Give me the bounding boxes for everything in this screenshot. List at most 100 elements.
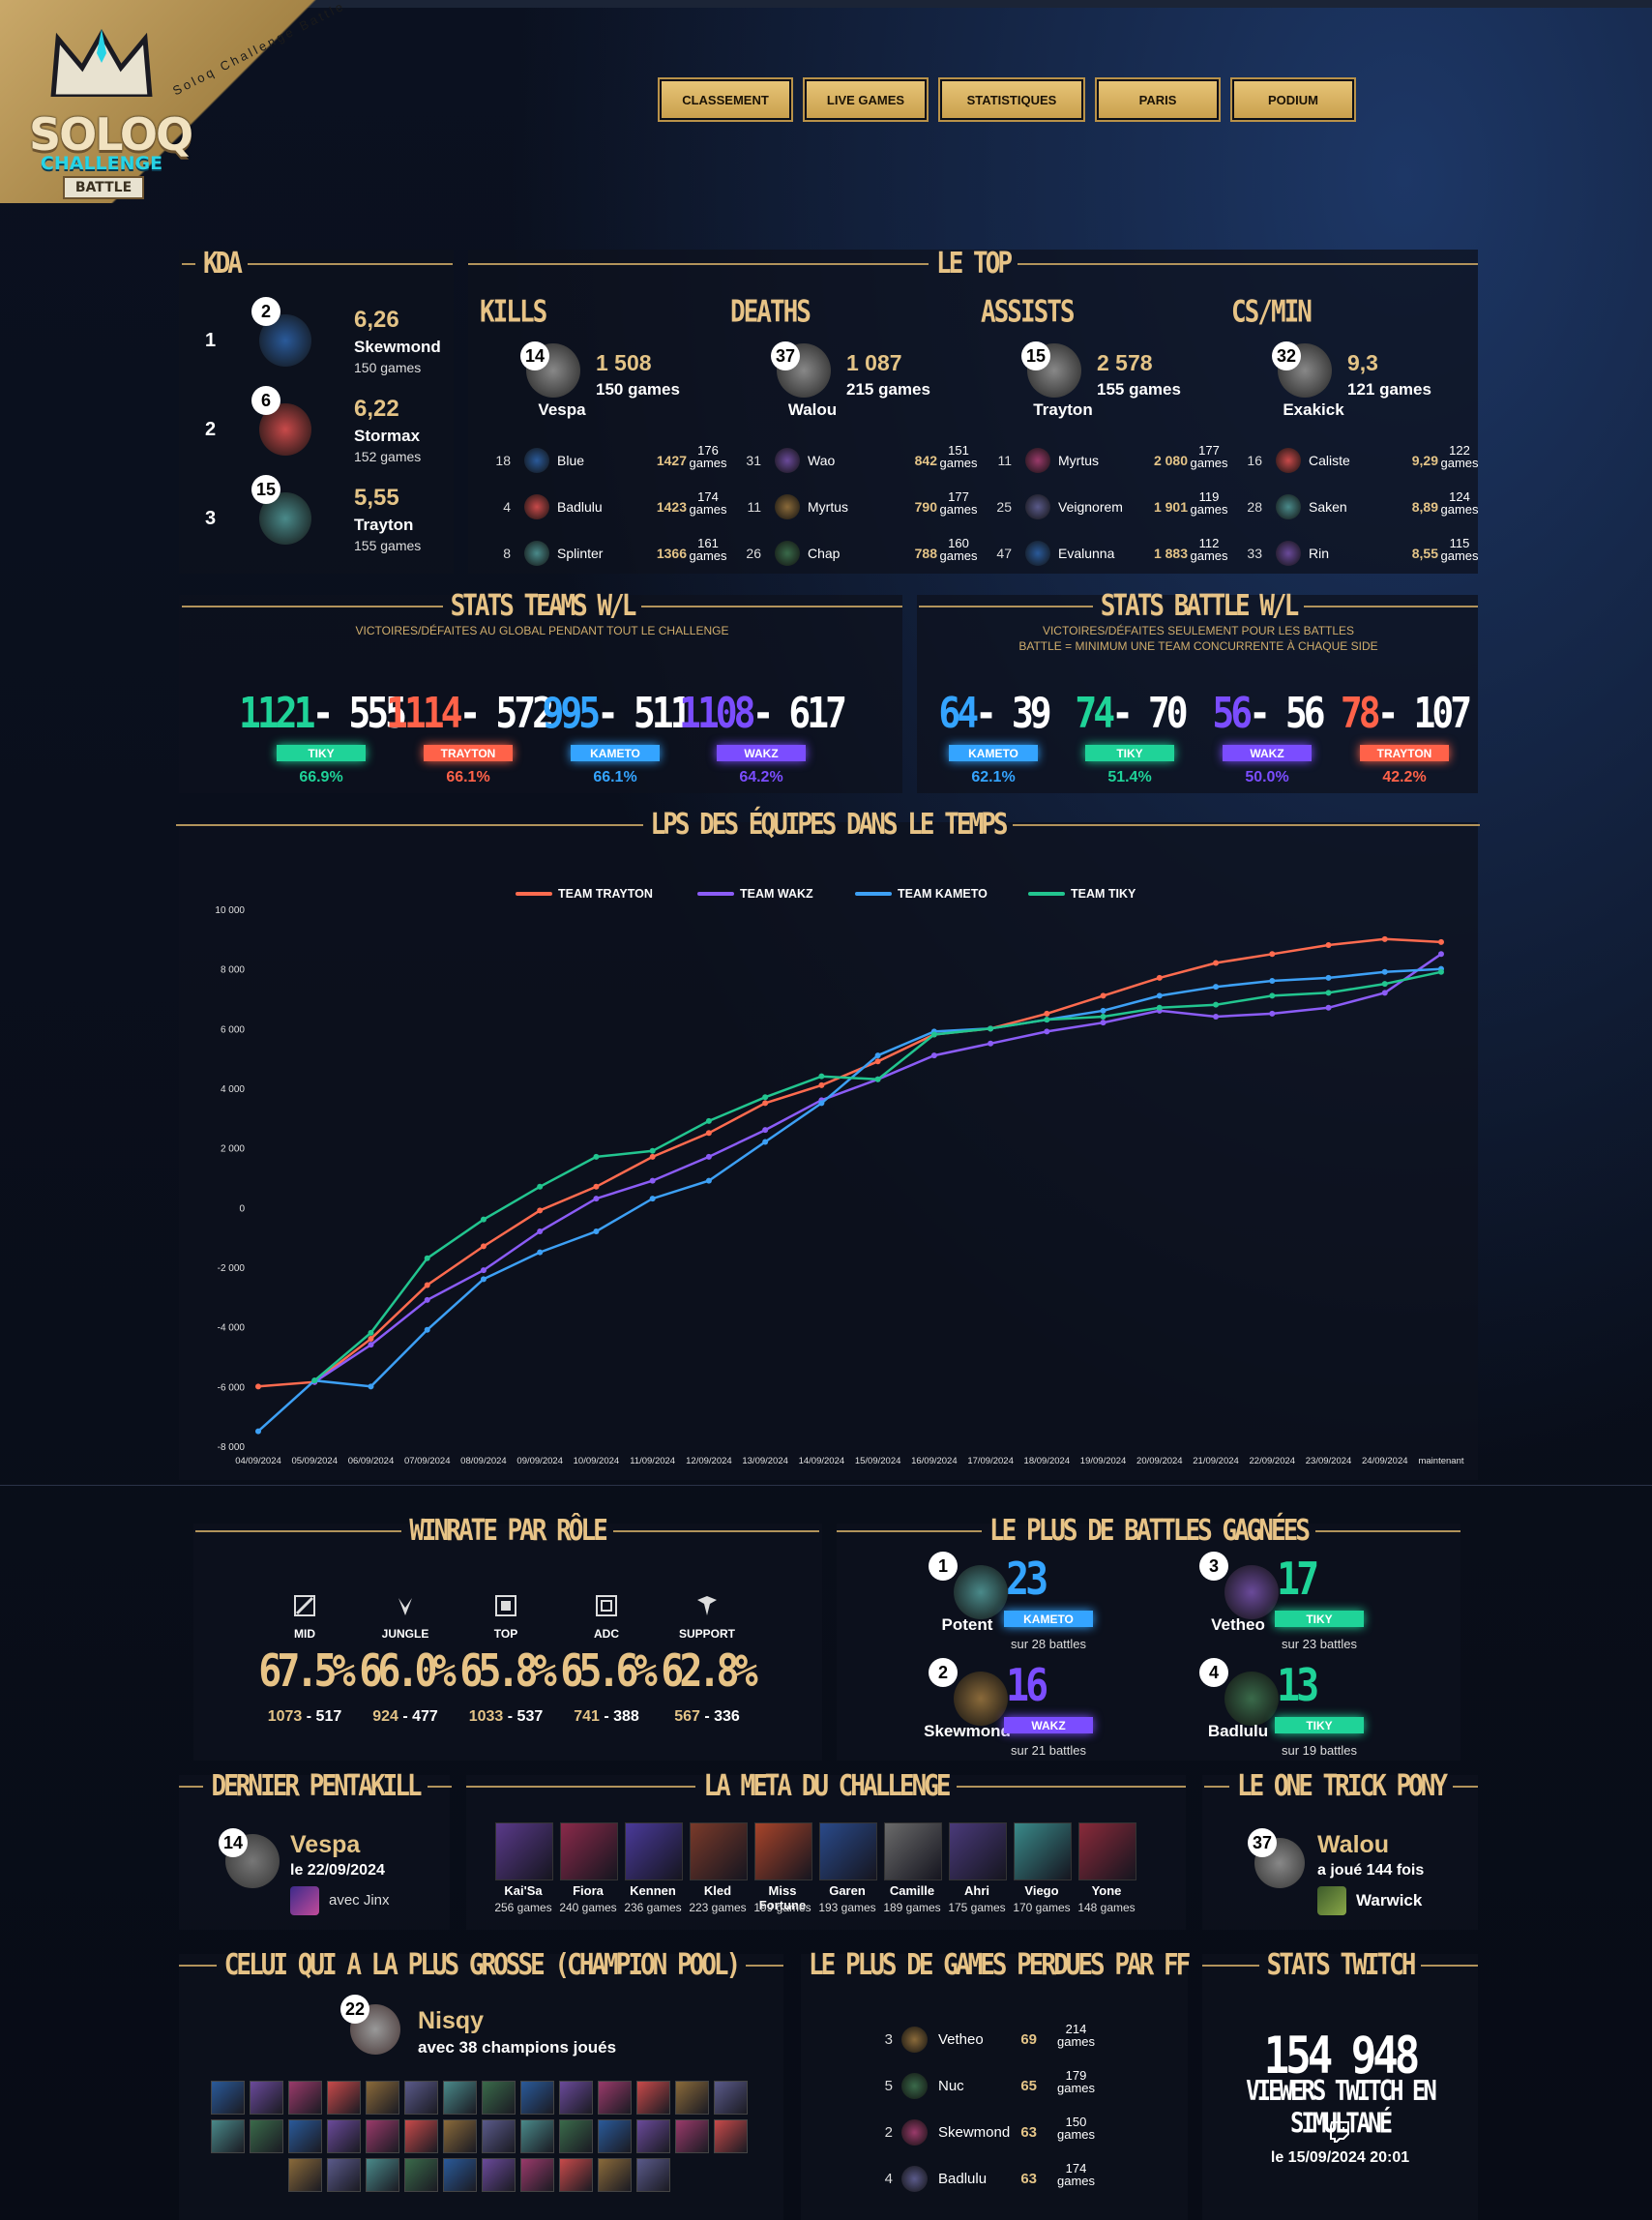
battle-winner-name[interactable]: Potent [941, 1615, 993, 1634]
top-leader-name[interactable]: Trayton [1033, 400, 1093, 419]
data-point[interactable] [1100, 1014, 1106, 1020]
data-point[interactable] [368, 1342, 374, 1348]
top-row-avatar[interactable] [524, 494, 549, 519]
data-point[interactable] [705, 1130, 712, 1137]
top-row-name[interactable]: Myrtus [808, 499, 848, 515]
top-row-name[interactable]: Rin [1309, 546, 1330, 561]
battle-winner-avatar[interactable] [954, 1672, 1008, 1726]
top-row-name[interactable]: Chap [808, 546, 841, 561]
meta-champion-portrait[interactable] [625, 1822, 683, 1880]
data-point[interactable] [537, 1207, 544, 1214]
top-leader-name[interactable]: Walou [787, 400, 838, 419]
top-row-name[interactable]: Caliste [1309, 453, 1350, 468]
top-row-name[interactable]: Saken [1309, 499, 1347, 515]
data-point[interactable] [1325, 1004, 1332, 1011]
legend-label[interactable]: TEAM TIKY [1071, 887, 1136, 901]
data-point[interactable] [1381, 981, 1388, 988]
data-point[interactable] [368, 1336, 374, 1342]
data-point[interactable] [1438, 951, 1444, 958]
pool-champion-icon[interactable] [482, 2158, 516, 2192]
pool-champion-icon[interactable] [288, 2158, 322, 2192]
data-point[interactable] [649, 1196, 656, 1202]
meta-champion-portrait[interactable] [949, 1822, 1007, 1880]
top-row-name[interactable]: Blue [557, 453, 585, 468]
data-point[interactable] [1044, 1010, 1050, 1017]
legend-label[interactable]: TEAM WAKZ [740, 887, 813, 901]
pool-champion-icon[interactable] [636, 2119, 670, 2153]
pool-champion-icon[interactable] [598, 2158, 632, 2192]
meta-champion-portrait[interactable] [495, 1822, 553, 1880]
pool-champion-icon[interactable] [404, 2158, 438, 2192]
data-point[interactable] [480, 1276, 487, 1283]
data-point[interactable] [1156, 1004, 1163, 1011]
pool-champion-icon[interactable] [366, 2119, 399, 2153]
data-point[interactable] [1381, 968, 1388, 975]
data-point[interactable] [649, 1153, 656, 1160]
data-point[interactable] [1100, 1020, 1106, 1026]
pool-champion-icon[interactable] [675, 2119, 709, 2153]
data-point[interactable] [930, 1031, 937, 1038]
data-point[interactable] [649, 1147, 656, 1154]
pool-champion-icon[interactable] [404, 2081, 438, 2115]
ff-row-avatar[interactable] [901, 2119, 928, 2146]
data-point[interactable] [480, 1267, 487, 1274]
data-point[interactable] [1381, 990, 1388, 996]
top-row-name[interactable]: Splinter [557, 546, 604, 561]
nav-podium[interactable]: PODIUM [1234, 81, 1352, 118]
data-point[interactable] [537, 1183, 544, 1190]
kda-player-name[interactable]: Trayton [354, 516, 414, 534]
data-point[interactable] [424, 1282, 430, 1288]
data-point[interactable] [705, 1117, 712, 1124]
ff-row-name[interactable]: Vetheo [938, 2031, 984, 2048]
top-row-avatar[interactable] [1025, 541, 1050, 566]
meta-champion-portrait[interactable] [690, 1822, 748, 1880]
meta-champion-portrait[interactable] [560, 1822, 618, 1880]
data-point[interactable] [480, 1216, 487, 1223]
top-row-name[interactable]: Wao [808, 453, 836, 468]
battle-winner-avatar[interactable] [954, 1565, 1008, 1619]
pool-champion-icon[interactable] [714, 2119, 748, 2153]
kda-player-name[interactable]: Stormax [354, 427, 421, 445]
data-point[interactable] [537, 1228, 544, 1234]
meta-champion-portrait[interactable] [1014, 1822, 1072, 1880]
pool-champion-icon[interactable] [482, 2119, 516, 2153]
data-point[interactable] [1044, 1028, 1050, 1035]
data-point[interactable] [1269, 978, 1276, 984]
ff-row-avatar[interactable] [901, 2073, 928, 2099]
data-point[interactable] [1325, 942, 1332, 948]
pool-champion-icon[interactable] [520, 2119, 554, 2153]
data-point[interactable] [705, 1177, 712, 1184]
data-point[interactable] [762, 1127, 769, 1134]
data-point[interactable] [988, 1025, 994, 1032]
champion-pool-player[interactable]: Nisqy [418, 2007, 485, 2034]
data-point[interactable] [593, 1196, 600, 1202]
data-point[interactable] [762, 1094, 769, 1101]
data-point[interactable] [255, 1428, 261, 1435]
data-point[interactable] [930, 1052, 937, 1059]
top-row-avatar[interactable] [1276, 541, 1301, 566]
pool-champion-icon[interactable] [559, 2158, 593, 2192]
pool-champion-icon[interactable] [327, 2119, 361, 2153]
pool-champion-icon[interactable] [250, 2081, 283, 2115]
data-point[interactable] [311, 1377, 318, 1384]
meta-champion-portrait[interactable] [884, 1822, 942, 1880]
data-point[interactable] [537, 1249, 544, 1256]
one-trick-player[interactable]: Walou [1317, 1831, 1390, 1858]
data-point[interactable] [762, 1100, 769, 1107]
data-point[interactable] [480, 1243, 487, 1250]
data-point[interactable] [424, 1296, 430, 1303]
top-row-name[interactable]: Veignorem [1058, 499, 1123, 515]
pool-champion-icon[interactable] [714, 2081, 748, 2115]
ff-row-name[interactable]: Nuc [938, 2078, 964, 2094]
pool-champion-icon[interactable] [443, 2158, 477, 2192]
data-point[interactable] [1044, 1017, 1050, 1023]
top-row-name[interactable]: Myrtus [1058, 453, 1099, 468]
data-point[interactable] [424, 1326, 430, 1333]
pool-champion-icon[interactable] [559, 2081, 593, 2115]
battle-winner-avatar[interactable] [1224, 1672, 1279, 1726]
data-point[interactable] [649, 1177, 656, 1184]
top-row-avatar[interactable] [524, 448, 549, 473]
data-point[interactable] [424, 1255, 430, 1261]
top-row-name[interactable]: Evalunna [1058, 546, 1115, 561]
data-point[interactable] [1213, 1001, 1220, 1008]
